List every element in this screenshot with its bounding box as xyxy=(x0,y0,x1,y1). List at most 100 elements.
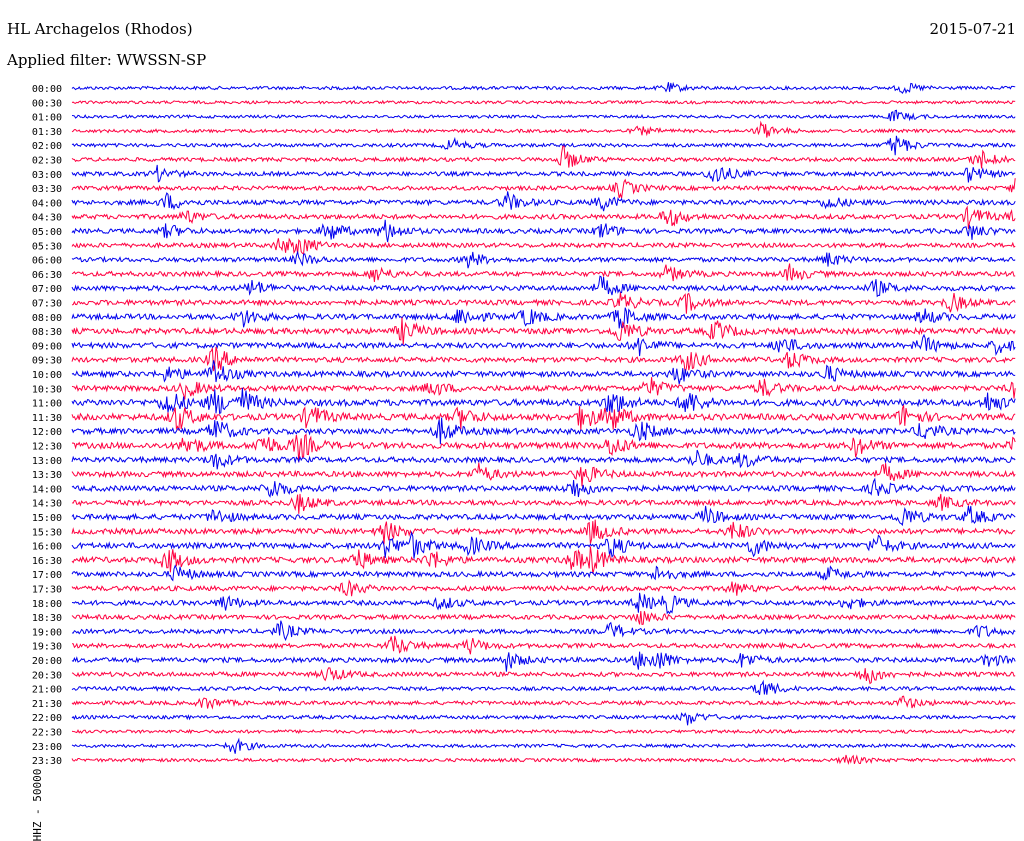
trace-line xyxy=(71,377,1016,400)
time-label: 01:00 xyxy=(32,113,62,124)
trace-line xyxy=(71,579,1016,597)
time-label: 09:00 xyxy=(32,341,62,352)
trace-line xyxy=(71,433,1016,463)
time-label: 15:30 xyxy=(32,527,62,538)
time-label: 06:30 xyxy=(32,270,62,281)
trace-line xyxy=(71,307,1016,329)
trace-line xyxy=(71,530,1016,559)
time-label: 20:00 xyxy=(32,656,62,667)
time-label: 15:00 xyxy=(32,513,62,524)
trace-line xyxy=(71,754,1016,766)
time-label: 02:00 xyxy=(32,141,62,152)
trace-line xyxy=(71,620,1016,642)
time-label: 01:30 xyxy=(32,127,62,138)
trace-line xyxy=(71,505,1016,527)
trace-line xyxy=(71,237,1016,255)
trace-line xyxy=(71,712,1016,726)
time-label: 07:30 xyxy=(32,299,62,310)
time-label: 00:30 xyxy=(32,98,62,109)
time-label: 00:00 xyxy=(32,84,62,95)
time-label: 14:30 xyxy=(32,499,62,510)
time-label: 02:30 xyxy=(32,156,62,167)
trace-line xyxy=(71,519,1016,545)
time-label: 23:00 xyxy=(32,742,62,753)
time-label: 12:00 xyxy=(32,427,62,438)
trace-line xyxy=(71,737,1016,754)
trace-line xyxy=(71,610,1016,625)
filter-label: Applied filter: WWSSN-SP xyxy=(7,51,207,69)
time-label: 22:00 xyxy=(32,713,62,724)
time-label: 10:00 xyxy=(32,370,62,381)
time-label: 06:00 xyxy=(32,256,62,267)
time-label: 04:00 xyxy=(32,198,62,209)
time-label: 16:00 xyxy=(32,542,62,553)
trace-line xyxy=(71,564,1016,582)
trace-line xyxy=(71,81,1016,95)
time-label: 17:30 xyxy=(32,585,62,596)
trace-line xyxy=(71,477,1016,498)
trace-line xyxy=(71,346,1016,374)
time-label: 17:00 xyxy=(32,570,62,581)
trace-line xyxy=(71,145,1016,169)
trace-line xyxy=(71,317,1016,346)
time-label: 09:30 xyxy=(32,356,62,367)
time-label: 19:30 xyxy=(32,642,62,653)
time-label: 03:30 xyxy=(32,184,62,195)
time-label: 05:00 xyxy=(32,227,62,238)
trace-line xyxy=(71,205,1016,229)
trace-line xyxy=(71,164,1016,183)
trace-line xyxy=(71,333,1016,357)
time-label: 22:30 xyxy=(32,728,62,739)
trace-line xyxy=(71,120,1016,138)
time-label: 05:30 xyxy=(32,241,62,252)
trace-line xyxy=(71,219,1016,243)
time-label: 13:30 xyxy=(32,470,62,481)
time-label: 11:00 xyxy=(32,399,62,410)
time-label: 18:00 xyxy=(32,599,62,610)
time-label: 04:30 xyxy=(32,213,62,224)
trace-line xyxy=(71,250,1016,269)
trace-line xyxy=(71,417,1016,445)
time-label: 23:30 xyxy=(32,756,62,767)
trace-line xyxy=(71,191,1016,212)
time-label: 10:30 xyxy=(32,384,62,395)
time-label: 12:30 xyxy=(32,442,62,453)
trace-line xyxy=(71,546,1016,575)
trace-line xyxy=(71,695,1016,710)
time-label: 14:00 xyxy=(32,484,62,495)
time-label: 08:30 xyxy=(32,327,62,338)
time-label: 20:30 xyxy=(32,670,62,681)
time-label: 08:00 xyxy=(32,313,62,324)
trace-line xyxy=(71,109,1016,122)
trace-line xyxy=(72,635,1016,655)
trace-line xyxy=(71,592,1016,615)
time-label: 21:30 xyxy=(32,699,62,710)
station-title: HL Archagelos (Rhodos) xyxy=(7,20,193,38)
trace-line xyxy=(71,387,1016,415)
trace-line xyxy=(71,99,1016,105)
trace-line xyxy=(71,667,1016,685)
trace-line xyxy=(71,360,1016,385)
trace-line xyxy=(71,292,1016,314)
time-label: 07:00 xyxy=(32,284,62,295)
time-label: 21:00 xyxy=(32,685,62,696)
time-label: 19:00 xyxy=(32,627,62,638)
trace-line xyxy=(71,493,1016,514)
time-label: 11:30 xyxy=(32,413,62,424)
time-label: 18:30 xyxy=(32,613,62,624)
trace-line xyxy=(71,679,1016,696)
trace-line xyxy=(71,178,1016,199)
date-label: 2015-07-21 xyxy=(929,20,1016,38)
trace-line xyxy=(71,728,1016,735)
trace-line xyxy=(71,405,1016,431)
trace-line xyxy=(71,263,1016,283)
seismogram-plot: 00:00 00:30 01:00 01:30 02:00 02:30 03:00 03:30… xyxy=(32,81,1016,767)
trace-line xyxy=(71,135,1016,156)
trace-line xyxy=(71,651,1016,672)
time-label: 03:00 xyxy=(32,170,62,181)
time-label: 16:30 xyxy=(32,556,62,567)
trace-line xyxy=(71,275,1016,298)
time-label: 13:00 xyxy=(32,456,62,467)
trace-line xyxy=(71,449,1016,470)
trace-line xyxy=(71,462,1016,487)
